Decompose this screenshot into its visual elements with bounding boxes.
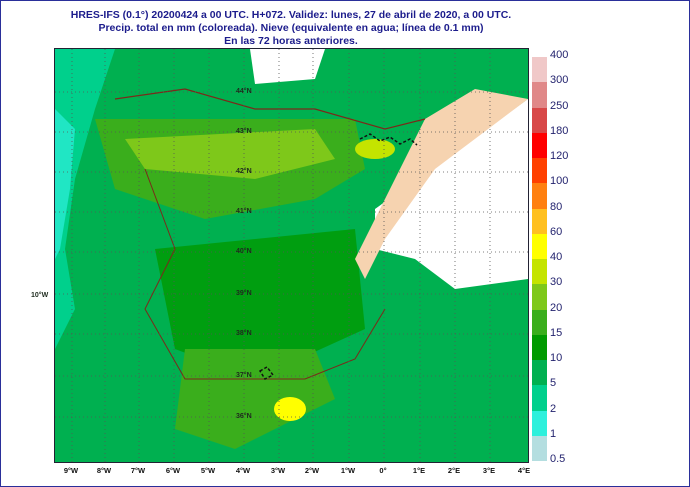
legend-swatch [532,183,547,209]
legend-label: 400 [550,49,569,61]
title-line-2: Precip. total en mm (coloreada). Nieve (… [98,22,484,34]
legend-label: 40 [550,251,563,263]
pyrenees-precip [355,139,395,159]
legend-swatch [532,57,547,83]
lon-label: 3°E [482,466,496,475]
lat-label-44n: 44°N [236,88,252,95]
legend-label: 180 [550,124,569,137]
map-canvas [55,49,528,462]
atlantic-very-low-precip [55,109,75,259]
lon-label: 1°E [412,466,426,475]
legend-swatch [532,360,547,386]
lat-label-40n: 40°N [236,248,252,255]
legend-label: 250 [550,99,569,112]
lat-label-43n: 43°N [236,128,252,135]
lon-label: 1°W [340,466,356,475]
lon-label: 7°W [130,466,146,475]
legend-label: 80 [550,200,563,213]
legend-label: 60 [550,225,563,238]
legend-label: 20 [550,301,563,314]
lon-label: 3°W [270,466,286,475]
lon-label: 8°W [96,466,112,475]
lon-label: 2°E [447,466,461,475]
south-max-precip [274,397,306,421]
legend-swatch [532,309,547,335]
title-line-1: HRES-IFS (0.1°) 20200424 a 00 UTC. H+072… [70,9,512,21]
legend-swatch [532,410,547,436]
legend-label: 5 [550,377,557,390]
legend-label: 1 [550,427,557,440]
lon-label: 6°W [165,466,181,475]
south-precip [175,349,335,449]
borders [144,168,386,380]
legend-label: 100 [550,175,569,188]
legend-label: 300 [550,74,569,87]
lat-label-36n: 36°N [236,413,252,420]
precipitation-map [54,48,529,463]
legend-swatch [532,435,547,461]
lon-label: 2°W [304,466,320,475]
lon-label-10w: 10°W [31,292,49,299]
bay-of-biscay-dry [250,49,325,84]
legend-label: 30 [550,276,563,289]
legend-swatch [532,208,547,234]
legend-label: 10 [550,352,563,364]
coastline [114,88,426,130]
lat-label-41n: 41°N [236,208,252,215]
legend-swatch [532,284,547,310]
lat-label-39n: 39°N [236,290,252,297]
legend-swatch [532,82,547,108]
north-high-precip [125,129,335,179]
lon-label: 0° [379,466,387,475]
lon-label: 4°W [235,466,251,475]
central-precip [155,229,365,379]
legend-label: 15 [550,326,563,339]
lat-label-38n: 38°N [236,330,252,337]
legend-label: 0.5 [550,453,566,465]
lon-label: 9°W [63,466,79,475]
legend-label: 120 [550,150,569,162]
catalonia-coast-dry [355,89,528,279]
legend-swatch [532,334,547,360]
lon-label: 4°E [517,466,531,475]
legend-swatch [532,259,547,285]
lat-label-37n: 37°N [236,372,252,379]
snow-line-pyrenees [359,133,418,146]
legend-swatch [532,107,547,133]
lat-label-42n: 42°N [236,168,252,175]
lon-label: 5°W [200,466,216,475]
legend-swatch [532,233,547,259]
legend-swatch [532,132,547,158]
snow-line-sierra-nevada [258,366,275,380]
legend-swatch [532,385,547,411]
graticule [55,49,528,462]
title-line-3: En las 72 horas anteriores. [224,35,358,47]
legend-label: 2 [550,402,557,415]
legend-swatch [532,158,547,184]
